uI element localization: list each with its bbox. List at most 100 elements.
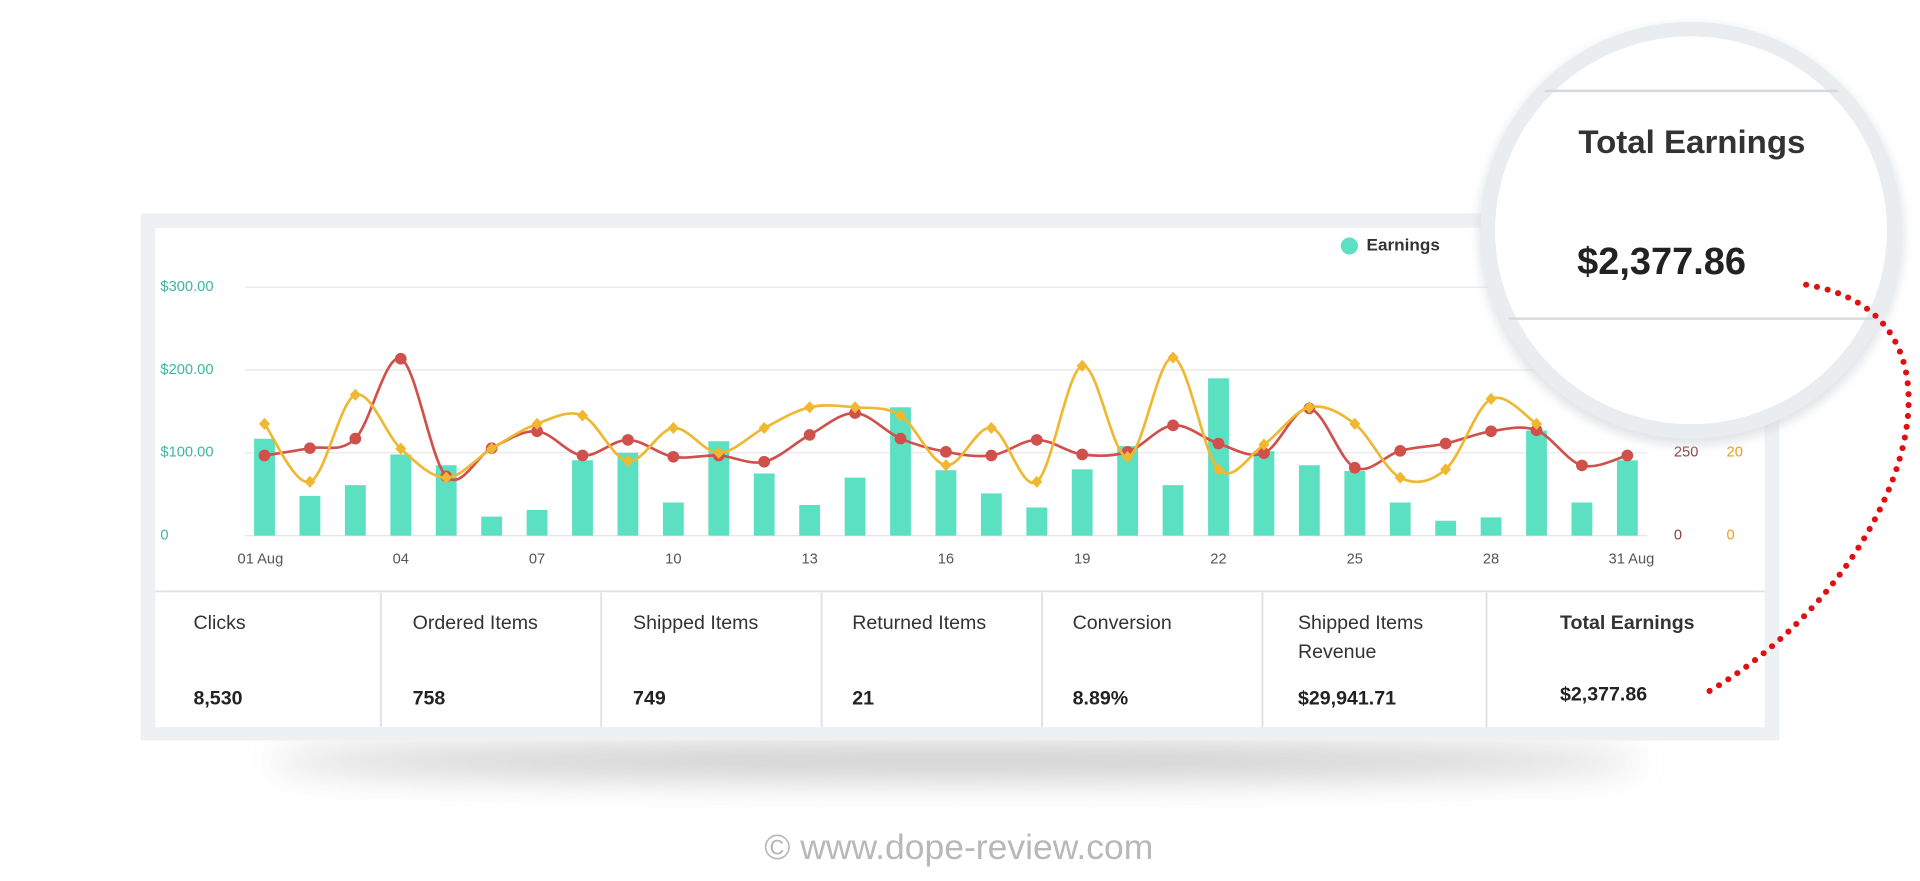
bar bbox=[890, 407, 911, 536]
point bbox=[803, 429, 816, 441]
x-tick-label: 10 bbox=[665, 552, 681, 568]
y-tick-label: $300.00 bbox=[160, 279, 213, 295]
point bbox=[1530, 417, 1542, 430]
stat-label: Shipped Items Revenue bbox=[1298, 612, 1423, 663]
point bbox=[1030, 434, 1043, 446]
point bbox=[1076, 448, 1089, 461]
x-tick-label: 31 Aug bbox=[1609, 552, 1655, 568]
bar bbox=[299, 495, 321, 536]
x-tick-label: 28 bbox=[1483, 552, 1499, 568]
y-tick-label: $200.00 bbox=[160, 362, 213, 378]
chart: 0 $100.00 $200.00 $300.00 0 250 0 20 01 Aug 04 07 1… bbox=[160, 236, 1742, 568]
bar bbox=[844, 477, 866, 536]
stat-value: $29,941.71 bbox=[1298, 687, 1396, 709]
bar bbox=[1435, 520, 1457, 536]
point bbox=[758, 421, 770, 435]
bar bbox=[1117, 446, 1139, 536]
bar bbox=[799, 504, 821, 536]
bar bbox=[935, 470, 957, 536]
point bbox=[849, 401, 861, 414]
y3-tick-label: 20 bbox=[1727, 445, 1743, 461]
point bbox=[713, 446, 725, 459]
stat-value: 8,530 bbox=[193, 687, 242, 709]
point bbox=[304, 442, 316, 454]
x-tick-label: 16 bbox=[938, 552, 954, 568]
magnifier: Total Earnings $2,377.86 bbox=[1477, 21, 1905, 446]
bar bbox=[617, 452, 639, 536]
point bbox=[1530, 424, 1543, 437]
point bbox=[1621, 449, 1634, 462]
point bbox=[395, 442, 407, 455]
stat-label: Ordered Items bbox=[413, 612, 538, 634]
x-tick-label: 04 bbox=[393, 552, 409, 568]
bar bbox=[1389, 502, 1411, 536]
y2-tick-label: 250 bbox=[1674, 445, 1699, 461]
point bbox=[1440, 463, 1452, 476]
bar bbox=[526, 509, 548, 536]
point bbox=[1258, 438, 1270, 451]
x-tick-label: 22 bbox=[1210, 552, 1226, 568]
bar bbox=[1298, 465, 1320, 536]
point bbox=[622, 434, 634, 446]
watermark: © www.dope-review.com bbox=[764, 828, 1153, 867]
x-tick-label: 19 bbox=[1074, 552, 1090, 568]
point bbox=[394, 352, 407, 365]
point bbox=[985, 449, 998, 462]
point bbox=[1576, 459, 1588, 472]
point bbox=[1394, 471, 1406, 484]
point bbox=[1167, 351, 1179, 364]
x-tick-label: 01 Aug bbox=[238, 552, 284, 568]
bar bbox=[662, 502, 684, 536]
stat-label: Conversion bbox=[1073, 612, 1172, 634]
bar bbox=[1616, 460, 1638, 536]
point bbox=[894, 409, 906, 422]
bar bbox=[344, 485, 366, 536]
legend-swatch bbox=[1340, 237, 1358, 255]
point bbox=[1122, 450, 1134, 464]
point bbox=[1485, 392, 1497, 406]
point bbox=[1394, 445, 1407, 457]
bar bbox=[481, 516, 503, 536]
point bbox=[1212, 437, 1225, 450]
point bbox=[486, 442, 498, 455]
bar bbox=[1162, 485, 1184, 536]
stat-value: $2,377.86 bbox=[1560, 684, 1647, 706]
point bbox=[576, 449, 589, 462]
bar bbox=[1253, 451, 1275, 536]
point bbox=[1258, 447, 1270, 459]
bar bbox=[1344, 471, 1366, 536]
point bbox=[349, 388, 361, 401]
point bbox=[576, 409, 588, 422]
point bbox=[531, 425, 543, 438]
bar bbox=[390, 454, 412, 536]
point bbox=[940, 446, 952, 458]
stat-label: Returned Items bbox=[852, 612, 986, 634]
legend-label: Earnings bbox=[1367, 236, 1440, 255]
point bbox=[1485, 425, 1497, 438]
point bbox=[1167, 419, 1179, 432]
stat-value: 758 bbox=[413, 687, 446, 709]
bar bbox=[572, 460, 593, 536]
card-shadow bbox=[269, 744, 1641, 778]
bar bbox=[1071, 469, 1093, 536]
stat-value: 8.89% bbox=[1073, 687, 1129, 709]
point bbox=[1031, 475, 1043, 488]
stat-label: Total Earnings bbox=[1560, 612, 1695, 634]
magnifier-lens bbox=[1495, 36, 1887, 425]
x-tick-label: 25 bbox=[1347, 552, 1363, 568]
x-tick-label: 07 bbox=[529, 552, 545, 568]
bar bbox=[1026, 507, 1048, 536]
y-tick-label: $100.00 bbox=[160, 445, 213, 461]
y3-tick-label: 0 bbox=[1727, 528, 1735, 544]
x-tick-label: 13 bbox=[801, 552, 817, 568]
point bbox=[1212, 463, 1224, 476]
point bbox=[531, 417, 543, 430]
bar bbox=[753, 473, 775, 536]
magnifier-label: Total Earnings bbox=[1578, 123, 1805, 160]
bar bbox=[1526, 430, 1547, 536]
bar bbox=[254, 438, 275, 536]
stats-table: Clicks 8,530 Ordered Items 758 Shipped Items… bbox=[193, 592, 1695, 728]
bar bbox=[980, 493, 1002, 536]
stat-value: 21 bbox=[852, 687, 874, 709]
